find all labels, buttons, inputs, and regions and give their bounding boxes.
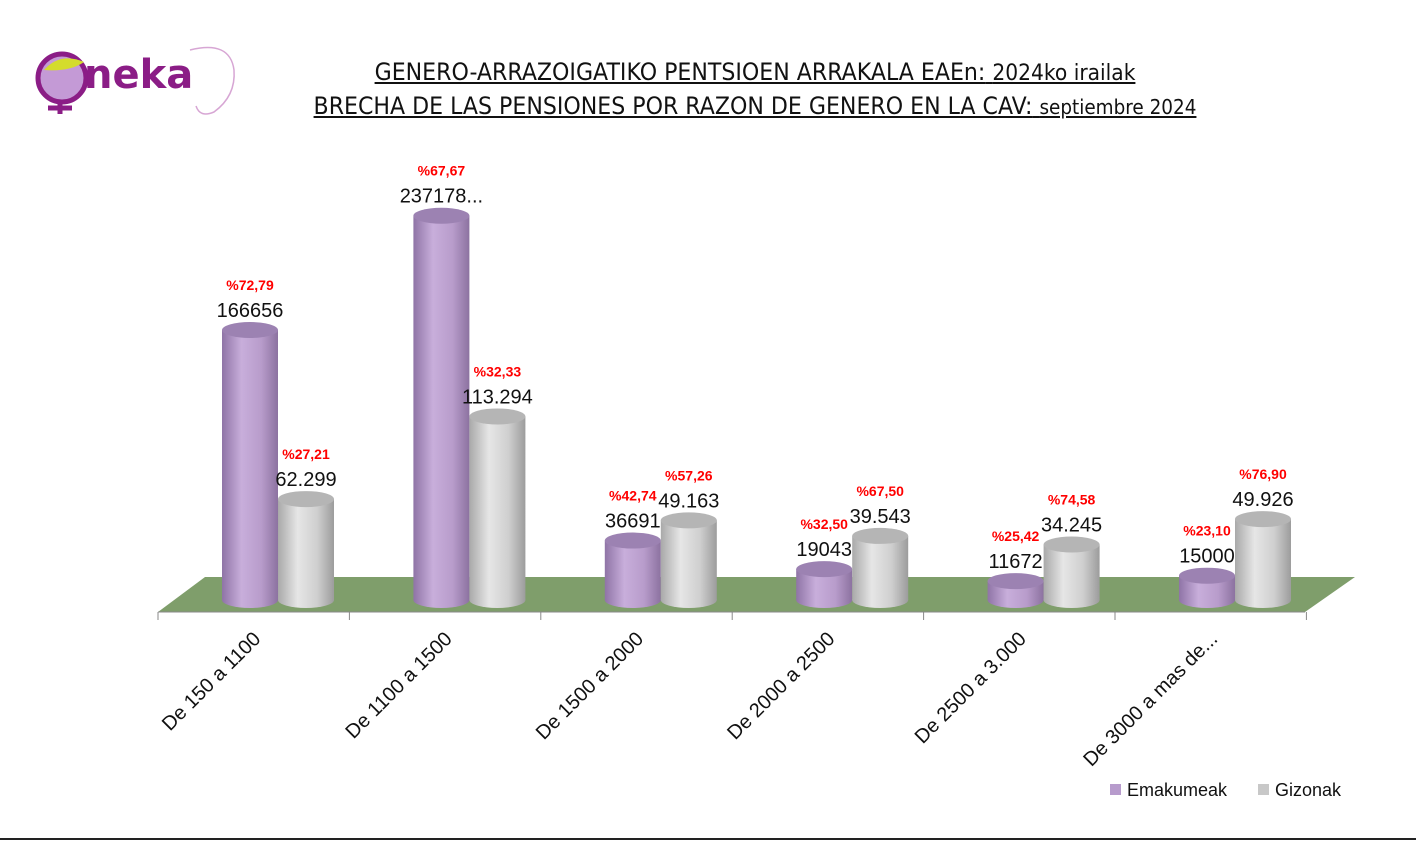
bar-top (1235, 511, 1291, 528)
divider (0, 838, 1416, 840)
bar-emakumeak (413, 207, 470, 608)
bar-top (469, 408, 526, 425)
bar-gizonak (660, 512, 717, 608)
title-basque: GENERO-ARRAZOIGATIKO PENTSIOEN ARRAKALA … (374, 58, 986, 86)
bar-body (604, 540, 661, 600)
bar-body (660, 520, 717, 600)
pct-label: %27,21 (282, 446, 330, 462)
bar-top (660, 512, 717, 529)
pct-label: %42,74 (609, 488, 657, 504)
bar-emakumeak (222, 322, 278, 608)
bar-body (413, 215, 470, 600)
x-tick-label: De 2000 a 2500 (723, 628, 839, 744)
pct-label: %23,10 (1183, 523, 1231, 539)
value-label: 166656 (217, 300, 284, 322)
pct-label: %72,79 (226, 277, 274, 293)
pct-label: %67,50 (856, 483, 904, 499)
bar-body (852, 535, 909, 600)
pct-label: %32,50 (800, 516, 848, 532)
pct-label: %32,33 (474, 363, 522, 379)
bar-top (604, 532, 661, 549)
bar-gizonak (1235, 511, 1291, 608)
title-spanish: BRECHA DE LAS PENSIONES POR RAZON DE GEN… (313, 92, 1033, 120)
value-label: 62.299 (275, 469, 336, 491)
legend-label-gizonak: Gizonak (1275, 780, 1342, 800)
value-label: 36691 (605, 511, 661, 533)
bar-gizonak (278, 491, 334, 608)
pct-label: %76,90 (1239, 466, 1287, 482)
bar-top (1179, 567, 1235, 584)
value-label: 113.294 (462, 386, 533, 408)
bar-gizonak (1043, 536, 1100, 608)
bar-top (413, 207, 470, 224)
value-label: 237178... (400, 186, 483, 208)
bar-top (852, 527, 909, 544)
x-tick-label: De 1100 a 1500 (341, 628, 456, 743)
value-label: 19043 (796, 539, 852, 561)
bar-body (1043, 544, 1100, 600)
bar-top (278, 491, 334, 508)
x-tick-label: De 2500 a 3.000 (911, 628, 1031, 748)
pct-label: %74,58 (1048, 492, 1096, 508)
chart-floor (158, 577, 1355, 612)
bar-gizonak (852, 527, 909, 608)
title-line-2: BRECHA DE LAS PENSIONES POR RAZON DE GEN… (244, 92, 1265, 120)
title-basque-date: 2024ko irailak (992, 61, 1136, 86)
bar-top (1043, 536, 1100, 553)
bar-emakumeak (987, 573, 1044, 608)
bar-body (469, 416, 526, 600)
logo: neka (35, 46, 235, 115)
legend-label-emakumeak: Emakumeak (1127, 780, 1228, 800)
legend-swatch-gizonak (1258, 784, 1269, 795)
legend: Emakumeak Gizonak (1110, 780, 1342, 800)
bar-top (987, 573, 1044, 590)
pct-label: %57,26 (665, 467, 713, 483)
x-tick-label: De 150 a 1100 (158, 628, 265, 735)
value-label: 15000 (1179, 546, 1235, 568)
value-label: 49.926 (1232, 489, 1293, 511)
bar-body (222, 330, 278, 600)
value-label: 34.245 (1041, 515, 1102, 537)
title-line-1: GENERO-ARRAZOIGATIKO PENTSIOEN ARRAKALA … (244, 58, 1265, 86)
bar-emakumeak (604, 532, 661, 608)
svg-text:neka: neka (84, 52, 193, 98)
bar-emakumeak (1179, 567, 1235, 608)
x-tick-label: De 3000 a mas de... (1079, 628, 1222, 771)
bar-emakumeak (796, 561, 853, 608)
pct-label: %67,67 (418, 163, 466, 179)
x-tick-label: De 1500 a 2000 (532, 628, 648, 744)
value-label: 49.163 (658, 490, 719, 512)
x-axis (157, 611, 1307, 620)
legend-swatch-emakumeak (1110, 784, 1121, 795)
bar-body (278, 499, 334, 600)
bar-top (796, 561, 853, 578)
bar-top (222, 322, 278, 338)
bar-body (1235, 519, 1291, 600)
bar-gizonak (469, 408, 526, 608)
value-label: 39.543 (850, 506, 911, 528)
pct-label: %25,42 (992, 528, 1040, 544)
value-label: 11672 (989, 551, 1043, 573)
title-spanish-date: septiembre 2024 (1039, 95, 1197, 119)
